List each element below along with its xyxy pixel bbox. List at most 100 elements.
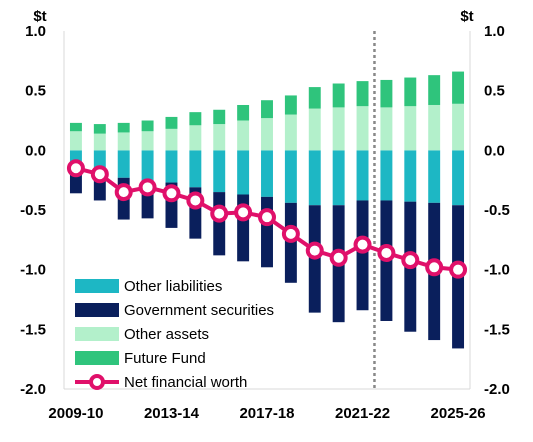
- bar-government-securities-2016-17: [237, 194, 250, 262]
- bar-government-securities-2013-14: [165, 182, 178, 228]
- axes-group: [63, 31, 471, 390]
- bar-future-fund-2018-19: [284, 95, 297, 115]
- bar-future-fund-2020-21: [332, 83, 345, 108]
- bar-other-assets-2014-15: [189, 125, 202, 151]
- bar-government-securities-2021-22: [356, 200, 369, 311]
- bar-other-assets-2022-23: [380, 107, 393, 151]
- y-tick-left: -0.5: [20, 202, 46, 219]
- legend-swatch-other-liabilities: [75, 279, 119, 293]
- net-financial-worth-point-2019-20: [305, 241, 324, 260]
- bar-future-fund-2010-11: [93, 124, 106, 134]
- net-financial-worth-point-2010-11: [90, 165, 109, 184]
- bar-other-assets-2021-22: [356, 106, 369, 151]
- y-tick-left: -2.0: [20, 381, 46, 398]
- net-financial-worth-point-2017-18: [258, 208, 276, 227]
- bar-government-securities-2010-11: [93, 173, 106, 201]
- bar-other-assets-2010-11: [93, 133, 106, 151]
- x-tick-label: 2009-10: [48, 405, 103, 422]
- net-financial-worth-point-2024-25: [425, 258, 444, 277]
- bar-other-liabilities-2011-12: [117, 150, 130, 178]
- legend-swatch-future-fund: [75, 351, 119, 365]
- bar-other-assets-2019-20: [308, 108, 321, 151]
- x-tick-label: 2017-18: [239, 405, 294, 422]
- net-financial-worth-point-2018-19: [281, 224, 300, 243]
- bars-group: [69, 71, 465, 349]
- left-unit-label: $t: [33, 8, 46, 25]
- bar-other-assets-2012-13: [141, 131, 154, 151]
- net-financial-worth-point-2013-14: [162, 184, 181, 203]
- legend-swatch-marker-net-financial-worth: [89, 374, 105, 390]
- line-group: [66, 159, 468, 279]
- bar-other-liabilities-2017-18: [261, 150, 273, 197]
- bar-other-assets-2023-24: [404, 106, 417, 151]
- y-tick-left: -1.0: [20, 262, 46, 279]
- y-tick-right: -1.5: [484, 321, 510, 338]
- y-tick-right: -0.5: [484, 202, 510, 219]
- bar-future-fund-2019-20: [308, 87, 321, 109]
- bar-future-fund-2013-14: [165, 116, 178, 129]
- bar-other-assets-2016-17: [237, 120, 250, 151]
- bar-government-securities-2017-18: [261, 196, 273, 268]
- bar-future-fund-2023-24: [404, 77, 417, 107]
- x-tick-label: 2021-22: [335, 405, 390, 422]
- bar-other-assets-2020-21: [332, 107, 345, 151]
- y-tick-left: 0.5: [25, 83, 46, 100]
- legend-label-other-liabilities: Other liabilities: [124, 278, 222, 295]
- bar-other-assets-2017-18: [261, 118, 273, 151]
- bar-other-liabilities-2024-25: [428, 150, 441, 203]
- y-tick-left: 1.0: [25, 23, 46, 40]
- y-ticks: 1.0 1.0 0.5 0.5 0.0 0.0 -0.5 -0.5 -1.0 -1.0 -1.5 -1…: [20, 23, 510, 398]
- legend: Other liabilities Government securities Ot…: [75, 278, 274, 391]
- bar-future-fund-2015-16: [213, 109, 226, 125]
- bar-future-fund-2012-13: [141, 120, 154, 132]
- net-financial-worth-point-2015-16: [210, 204, 229, 223]
- bar-other-assets-2024-25: [428, 104, 441, 151]
- net-financial-worth-point-2016-17: [234, 203, 253, 222]
- bar-other-liabilities-2018-19: [284, 150, 297, 203]
- net-financial-worth-point-2020-21: [329, 248, 348, 267]
- y-tick-right: 0.0: [484, 142, 505, 159]
- legend-label-other-assets: Other assets: [124, 326, 209, 343]
- y-tick-left: 0.0: [25, 142, 46, 159]
- bar-government-securities-2015-16: [213, 192, 226, 256]
- net-financial-worth-point-2014-15: [186, 191, 205, 210]
- net-financial-worth-point-2025-26: [449, 260, 468, 279]
- bar-future-fund-2011-12: [117, 122, 130, 133]
- bar-other-assets-2025-26: [452, 103, 465, 151]
- legend-label-net-financial-worth: Net financial worth: [124, 374, 247, 391]
- bar-future-fund-2024-25: [428, 75, 441, 105]
- y-tick-right: 0.5: [484, 83, 505, 100]
- bar-other-liabilities-2020-21: [332, 150, 345, 206]
- bar-other-liabilities-2019-20: [308, 150, 321, 206]
- x-tick-label: 2013-14: [144, 405, 200, 422]
- net-financial-worth-point-2009-10: [66, 159, 85, 178]
- net-financial-worth-point-2022-23: [377, 243, 396, 262]
- bar-future-fund-2022-23: [380, 79, 393, 108]
- bar-other-liabilities-2015-16: [213, 150, 226, 193]
- bar-future-fund-2014-15: [189, 112, 202, 126]
- bar-other-assets-2013-14: [165, 128, 178, 151]
- bar-other-liabilities-2023-24: [404, 150, 417, 202]
- bar-other-liabilities-2021-22: [356, 150, 369, 201]
- bar-other-liabilities-2013-14: [165, 150, 178, 183]
- y-tick-left: -1.5: [20, 321, 46, 338]
- x-tick-label: 2025-26: [431, 405, 486, 422]
- bar-other-liabilities-2016-17: [237, 150, 250, 195]
- bar-other-liabilities-2012-13: [141, 150, 154, 181]
- bar-other-assets-2009-10: [69, 131, 82, 151]
- bar-future-fund-2025-26: [452, 71, 465, 104]
- bar-other-assets-2018-19: [284, 114, 297, 151]
- legend-label-future-fund: Future Fund: [124, 350, 206, 367]
- bar-government-securities-2009-10: [69, 169, 82, 194]
- legend-swatch-other-assets: [75, 327, 119, 341]
- bar-other-assets-2011-12: [117, 132, 130, 151]
- net-financial-worth-point-2021-22: [353, 235, 372, 254]
- bar-future-fund-2016-17: [237, 104, 250, 121]
- net-financial-worth-point-2012-13: [138, 178, 157, 197]
- legend-label-government-securities: Government securities: [124, 302, 274, 319]
- bar-other-liabilities-2014-15: [189, 150, 202, 188]
- bar-future-fund-2017-18: [261, 100, 273, 119]
- bar-other-assets-2015-16: [213, 124, 226, 151]
- y-tick-right: -2.0: [484, 381, 510, 398]
